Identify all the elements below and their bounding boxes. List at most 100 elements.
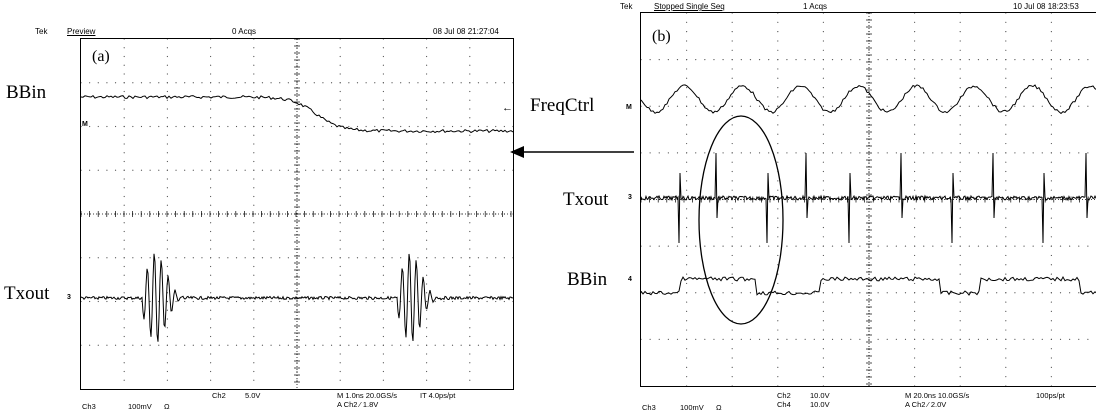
signal-label-txout-a: Txout [4, 283, 50, 304]
grid-dot [123, 379, 125, 381]
grid-dot [469, 152, 471, 154]
grid-dot [822, 282, 824, 285]
grid-dot [822, 142, 824, 145]
grid-dot [1005, 124, 1007, 126]
grid-dot [339, 178, 341, 180]
grid-dot [391, 169, 393, 171]
grid-dot [795, 152, 797, 154]
grid-dot [469, 143, 471, 145]
grid-dot [339, 274, 341, 276]
grid-dot [1005, 208, 1007, 210]
grid-dot [914, 245, 916, 247]
grid-dot [296, 265, 298, 268]
trace-bbin-a [81, 95, 513, 134]
grid-dot [859, 338, 861, 340]
grid-dot [695, 59, 697, 61]
grid-dot [270, 300, 272, 303]
grid-dot [795, 245, 797, 247]
grid-dot [1078, 152, 1080, 154]
grid-dot [114, 82, 117, 84]
grid-dot [886, 338, 888, 340]
grid-dot [279, 300, 281, 303]
grid-dot [758, 59, 761, 61]
grid-dot [149, 344, 151, 346]
grid-dot [382, 117, 384, 119]
grid-dot [382, 125, 384, 128]
grid-dot [469, 160, 471, 163]
grid-dot [777, 114, 779, 117]
grid-dot [731, 152, 733, 154]
grid-dot [270, 125, 272, 128]
grid-dot [166, 318, 168, 320]
grid-dot [235, 257, 238, 259]
grid-dot [686, 96, 688, 98]
grid-dot [166, 47, 168, 49]
grid-dot [253, 257, 255, 259]
grid-dot [339, 117, 341, 119]
grid-dot [804, 59, 806, 61]
grid-dot [649, 245, 651, 247]
grid-dot [495, 257, 497, 259]
grid-dot [339, 318, 341, 320]
grid-dot [713, 338, 715, 340]
grid-dot [914, 96, 916, 98]
grid-dot [1050, 31, 1052, 33]
grid-dot [822, 87, 824, 89]
grid-dot [1050, 273, 1052, 275]
grid-dot [382, 300, 384, 303]
grid-dot [210, 204, 212, 206]
grid-dot [777, 21, 779, 23]
grid-dot [253, 379, 255, 381]
grid-dot [374, 257, 376, 259]
grid-dot [822, 292, 824, 294]
grid-dot [914, 310, 916, 312]
grid-dot [1050, 142, 1052, 145]
grid-dot [512, 82, 513, 84]
grid-dot [813, 152, 815, 154]
grid-dot [1078, 338, 1080, 340]
grid-dot [777, 320, 779, 322]
grid-dot [192, 82, 194, 84]
grid-dot [1005, 236, 1007, 238]
grid-dot [469, 64, 471, 66]
scope-b-acqs: 1 Acqs [803, 2, 828, 11]
grid-dot [777, 96, 779, 98]
grid-dot [731, 189, 733, 191]
grid-dot [1050, 198, 1052, 201]
grid-dot [253, 82, 255, 84]
grid-dot [123, 248, 125, 250]
grid-dot [253, 178, 255, 180]
grid-dot [1050, 329, 1052, 331]
grid-dot [731, 124, 733, 126]
grid-dot [1050, 376, 1052, 378]
grid-dot [382, 248, 384, 250]
grid-dot [996, 245, 998, 247]
grid-dot [132, 169, 134, 171]
grid-dot [322, 300, 324, 303]
grid-dot [356, 82, 359, 84]
grid-dot [1050, 189, 1052, 191]
grid-dot [279, 125, 281, 128]
grid-dot [322, 169, 324, 171]
grid-dot [1050, 301, 1052, 303]
grid-dot [227, 125, 229, 128]
grid-dot [382, 239, 384, 241]
grid-dot [166, 379, 168, 381]
grid-dot [786, 338, 788, 340]
grid-dot [348, 169, 350, 171]
grid-dot [1032, 59, 1034, 61]
grid-dot [786, 59, 788, 61]
grid-dot [1005, 68, 1007, 70]
grid-dot [1005, 310, 1007, 312]
grid-dot [426, 195, 428, 198]
grid-dot [1059, 152, 1062, 154]
grid-dot [923, 59, 925, 61]
grid-dot [850, 105, 852, 107]
grid-dot [822, 217, 824, 219]
footer-a-trigger: A Ch2 ⁄ 1.8V [337, 400, 379, 409]
grid-dot [296, 169, 298, 171]
grid-dot [986, 245, 989, 247]
grid-dot [1014, 59, 1016, 61]
grid-dot [923, 105, 925, 107]
grid-dot [977, 105, 980, 107]
